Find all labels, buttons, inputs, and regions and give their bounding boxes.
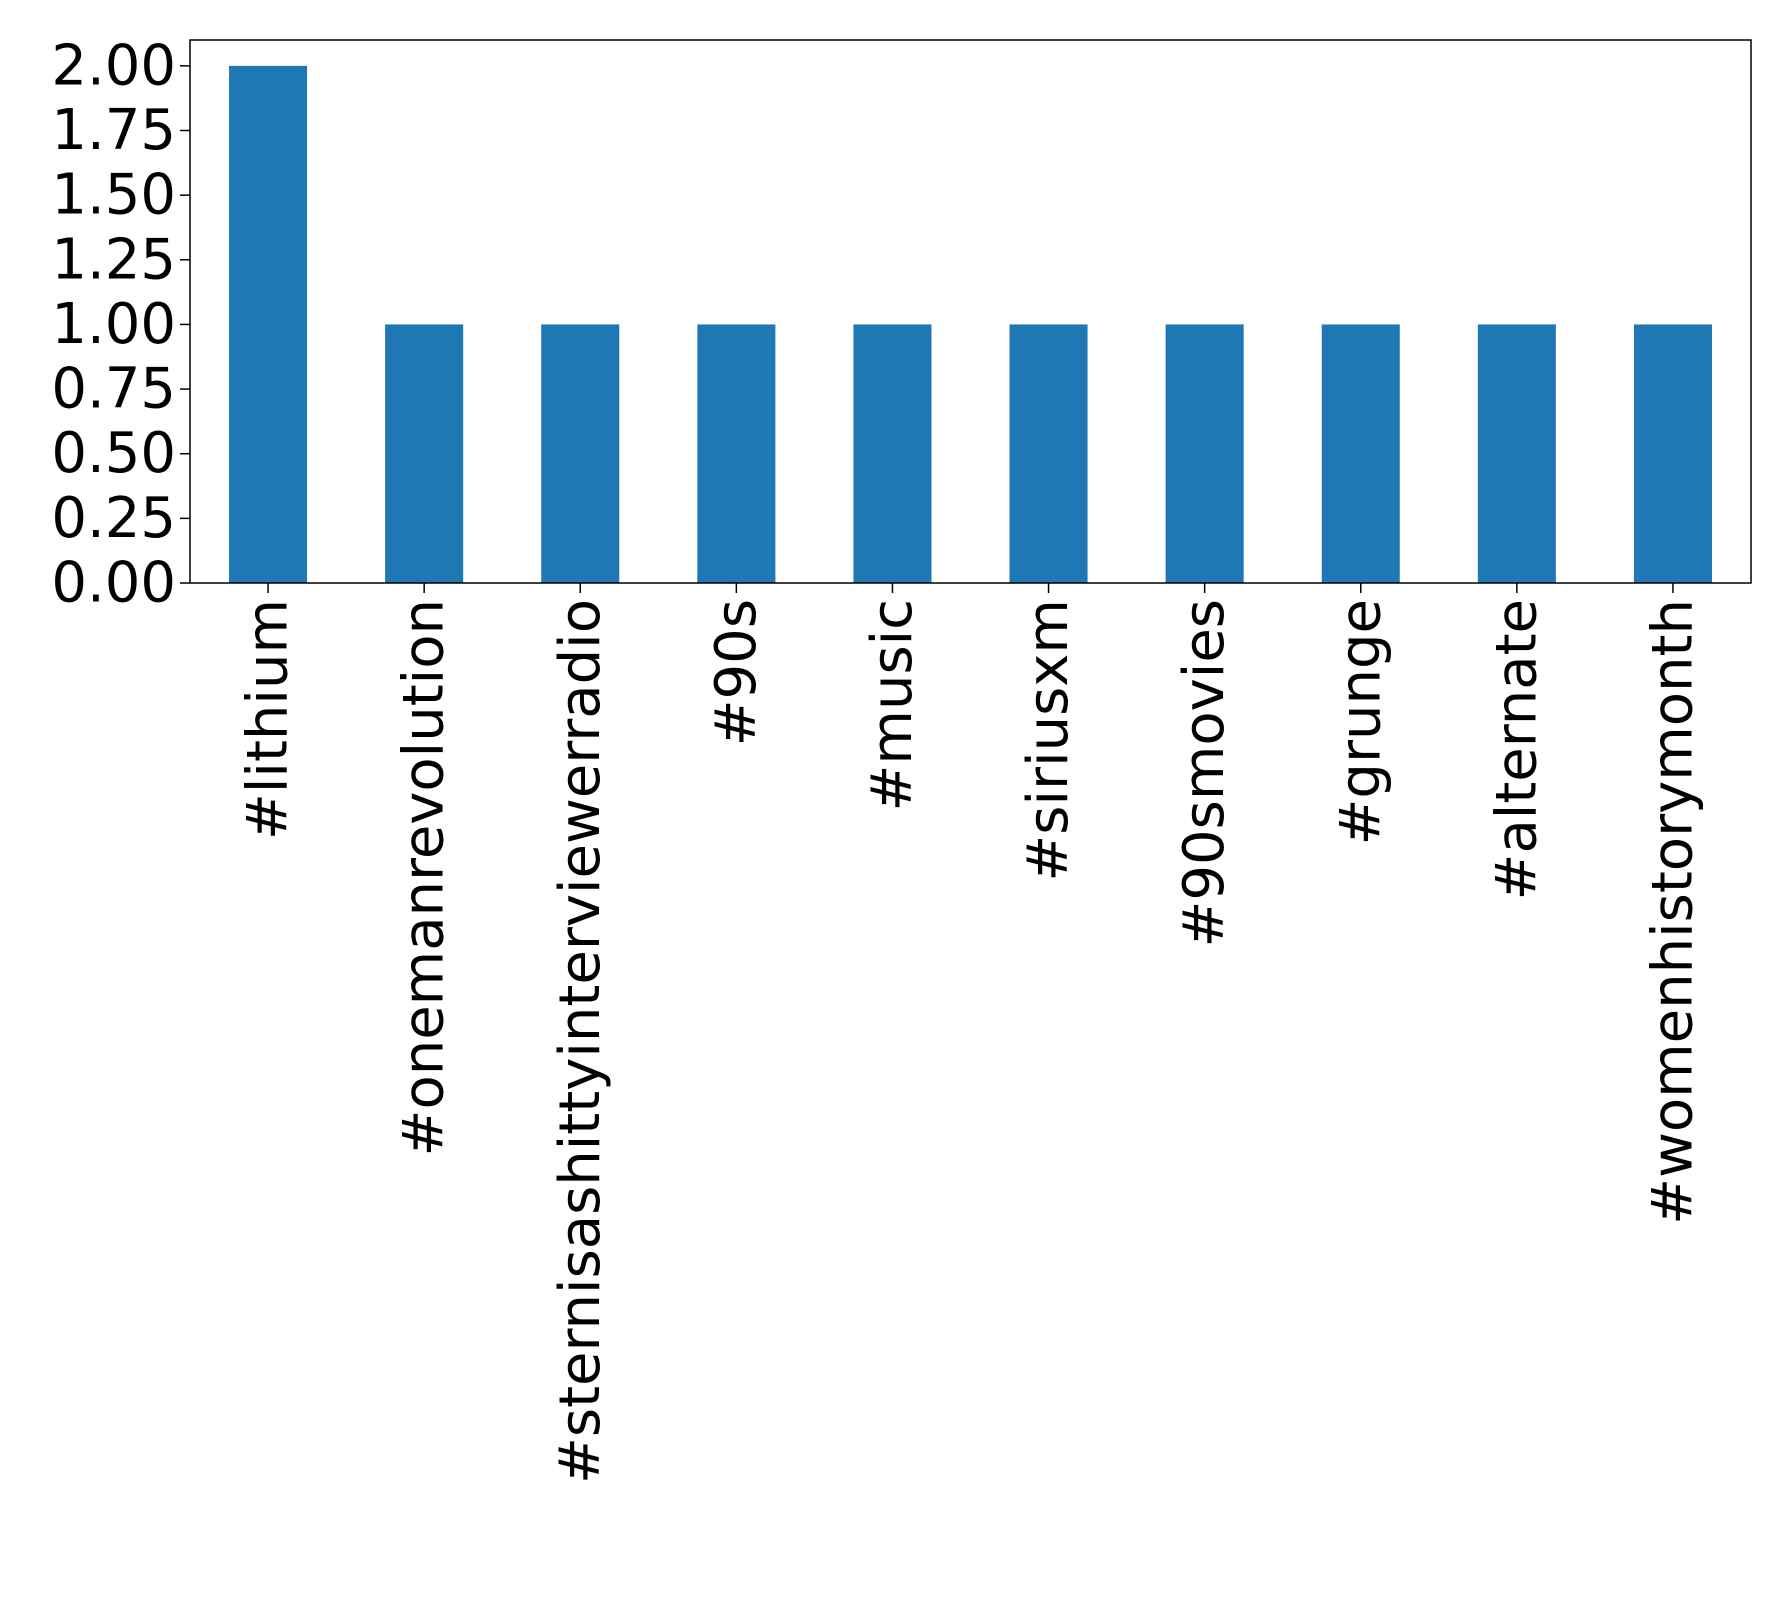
x-tick-label: #grunge <box>1328 599 1393 845</box>
bar-alternate <box>1477 324 1556 583</box>
plot-area-frame <box>189 39 1752 584</box>
bar-sternisashittyinterviewerradio <box>541 324 620 583</box>
y-axis: 0.000.250.500.751.001.251.501.752.00 <box>51 33 190 616</box>
y-tick-label: 1.75 <box>51 98 176 163</box>
bar-90smovies <box>1165 324 1244 583</box>
bar-siriusxm <box>1009 324 1088 583</box>
y-tick-label: 1.50 <box>51 163 176 228</box>
y-tick-label: 0.75 <box>51 357 176 422</box>
bar-womenhistorymonth <box>1633 324 1712 583</box>
x-tick-label: #onemanrevolution <box>392 599 457 1156</box>
y-tick-label: 0.50 <box>51 421 176 486</box>
bar-grunge <box>1321 324 1400 583</box>
x-tick-label: #siriusxm <box>1016 599 1081 882</box>
x-tick-label: #sternisashittyinterviewerradio <box>548 599 613 1484</box>
x-tick-label: #90s <box>704 599 769 746</box>
y-tick-label: 2.00 <box>51 33 176 98</box>
bars-group <box>229 65 1712 584</box>
y-tick-label: 1.25 <box>51 227 176 292</box>
x-tick-label: #music <box>860 599 925 812</box>
y-tick-label: 0.00 <box>51 551 176 616</box>
x-tick-label: #90smovies <box>1172 599 1237 948</box>
bar-onemanrevolution <box>385 324 464 583</box>
x-axis: #lithium #onemanrevolution #sternisashitty… <box>236 583 1705 1484</box>
x-tick-label: #alternate <box>1484 599 1549 900</box>
bar-90s <box>697 324 776 583</box>
y-tick-label: 0.25 <box>51 486 176 551</box>
bar-music <box>853 324 932 583</box>
bar-lithium <box>229 65 308 584</box>
y-tick-label: 1.00 <box>51 292 176 357</box>
x-tick-label: #lithium <box>236 599 301 840</box>
x-tick-label: #womenhistorymonth <box>1640 599 1705 1225</box>
